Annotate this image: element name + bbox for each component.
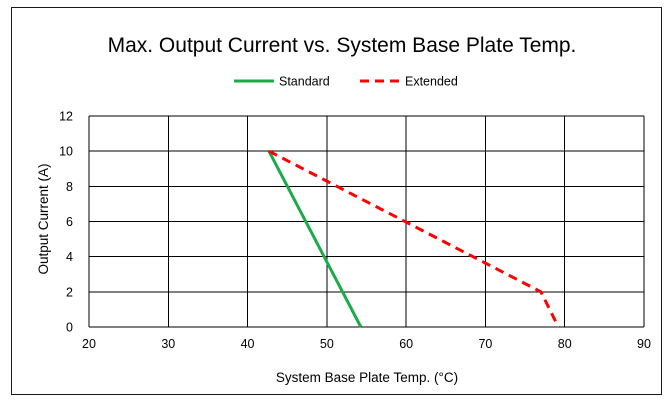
x-tick-label: 30 bbox=[161, 337, 175, 351]
y-tick-label: 12 bbox=[59, 110, 73, 124]
y-tick-label: 8 bbox=[66, 180, 73, 194]
series-line-extended bbox=[268, 149, 560, 328]
legend-label-standard: Standard bbox=[279, 75, 330, 89]
x-tick-label: 80 bbox=[558, 337, 572, 351]
chart-frame: Max. Output Current vs. System Base Plat… bbox=[11, 7, 662, 395]
x-tick-label: 40 bbox=[241, 337, 255, 351]
x-tick-label: 60 bbox=[399, 337, 413, 351]
y-axis-label: Output Current (A) bbox=[36, 163, 51, 274]
y-tick-label: 2 bbox=[66, 285, 73, 299]
chart: Max. Output Current vs. System Base Plat… bbox=[36, 34, 651, 385]
y-tick-label: 6 bbox=[66, 215, 73, 229]
y-tick-label: 10 bbox=[59, 145, 73, 159]
x-axis-label: System Base Plate Temp. (°C) bbox=[276, 370, 458, 385]
series-line-standard bbox=[267, 150, 363, 328]
x-tick-label: 20 bbox=[82, 337, 96, 351]
x-tick-label: 90 bbox=[637, 337, 651, 351]
legend: Standard Extended bbox=[234, 75, 458, 89]
x-tick-label: 70 bbox=[478, 337, 492, 351]
tick-labels: 20 30 40 50 60 70 80 90 0 2 4 6 8 10 12 bbox=[59, 110, 651, 352]
x-tick-label: 50 bbox=[320, 337, 334, 351]
y-tick-label: 4 bbox=[66, 250, 73, 264]
series-layer bbox=[267, 149, 560, 328]
grid-lines bbox=[88, 115, 645, 328]
chart-title: Max. Output Current vs. System Base Plat… bbox=[108, 34, 577, 57]
y-tick-label: 0 bbox=[66, 321, 73, 335]
legend-label-extended: Extended bbox=[405, 75, 458, 89]
